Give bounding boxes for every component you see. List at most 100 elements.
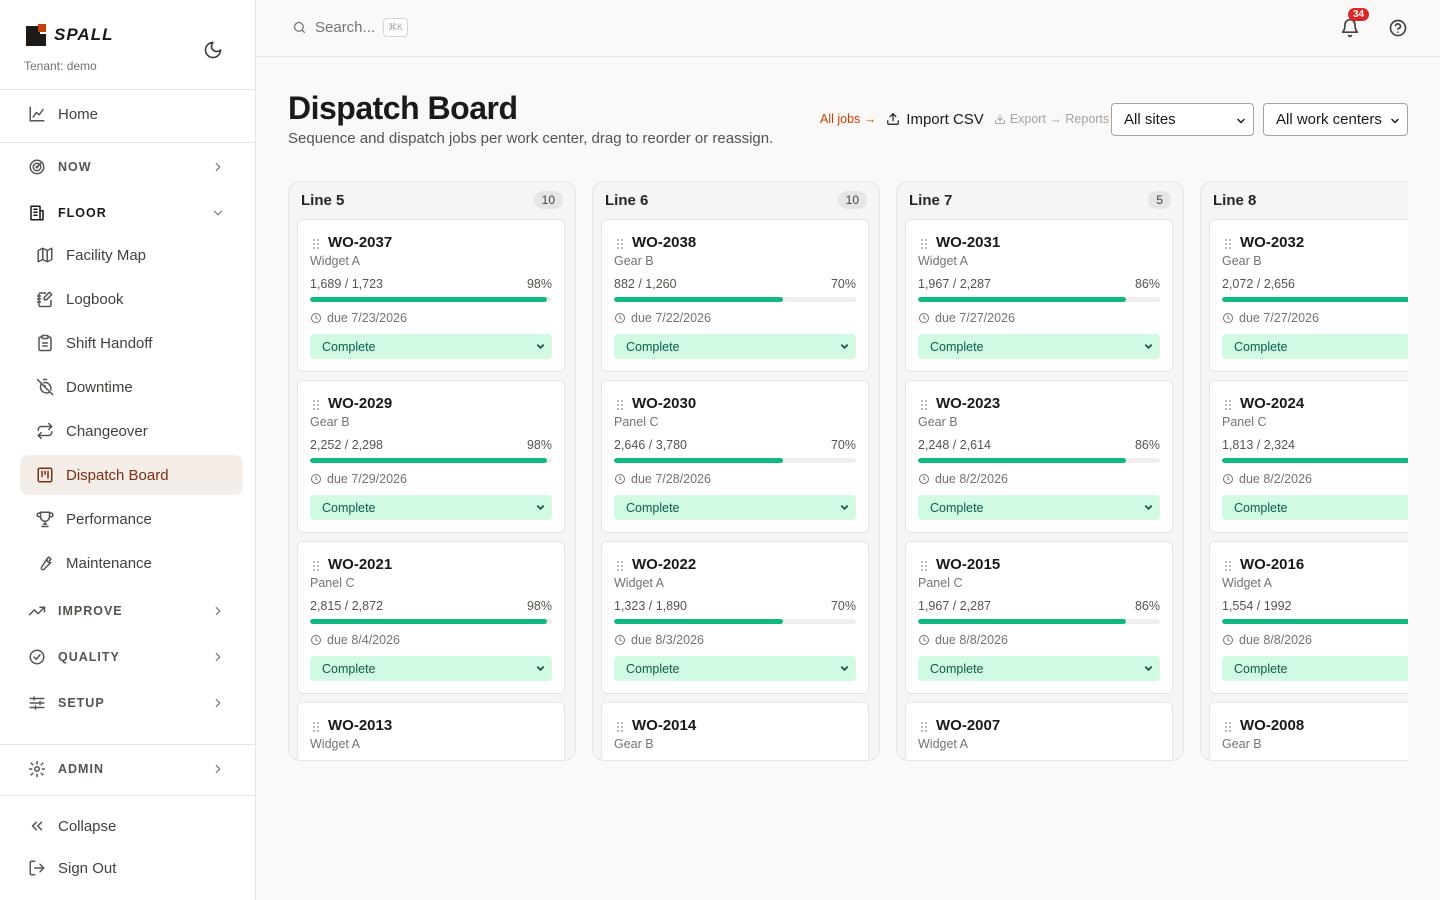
work-order-card[interactable]: WO-2015 Panel C 1,967 / 2,287 86% due 8/8/20… (905, 541, 1173, 694)
drag-handle-icon[interactable] (1224, 399, 1232, 411)
work-order-card[interactable]: WO-2037 Widget A 1,689 / 1,723 98% due 7/23/… (297, 219, 565, 372)
status-select[interactable]: Complete (614, 495, 856, 520)
drag-handle-icon[interactable] (920, 560, 928, 572)
sign-out-button[interactable]: Sign Out (20, 848, 243, 888)
download-icon (994, 113, 1006, 125)
sidebar-item-maintenance[interactable]: Maintenance (20, 543, 243, 583)
work-order-card[interactable]: WO-2007 Widget A (905, 702, 1173, 760)
section-label: IMPROVE (58, 604, 123, 618)
bell-icon[interactable] (1340, 18, 1360, 38)
repeat-icon (36, 422, 54, 440)
status-select[interactable]: Complete (1222, 334, 1408, 359)
logo-mark-icon (26, 24, 48, 46)
work-order-card[interactable]: WO-2022 Widget A 1,323 / 1,890 70% due 8/3/2… (601, 541, 869, 694)
status-select[interactable]: Complete (310, 656, 552, 681)
work-order-id: WO-2015 (936, 556, 1001, 573)
sidebar-item-logbook[interactable]: Logbook (20, 279, 243, 319)
sidebar-section-setup[interactable]: SETUP (20, 683, 243, 723)
part-name: Panel C (614, 415, 659, 429)
import-csv-button[interactable]: Import CSV (886, 111, 984, 128)
work-order-card[interactable]: WO-2013 Widget A (297, 702, 565, 760)
drag-handle-icon[interactable] (312, 560, 320, 572)
due-date-text: due 8/8/2026 (935, 633, 1008, 647)
site-filter-select[interactable]: All sites (1111, 103, 1254, 136)
drag-handle-icon[interactable] (616, 560, 624, 572)
drag-handle-icon[interactable] (920, 399, 928, 411)
sidebar-item-label: Dispatch Board (66, 466, 169, 484)
sidebar-section-improve[interactable]: IMPROVE (20, 591, 243, 631)
log-out-icon (28, 859, 46, 877)
board-column[interactable]: Line 5 10 WO-2037 Widget A 1,689 / 1,723 98% d… (288, 181, 576, 761)
status-select[interactable]: Complete (310, 495, 552, 520)
sidebar-section-now[interactable]: NOW (20, 147, 243, 187)
work-order-id: WO-2023 (936, 395, 1001, 412)
sidebar-item-shift-handoff[interactable]: Shift Handoff (20, 323, 243, 363)
work-order-card[interactable]: WO-2038 Gear B 882 / 1,260 70% due 7/22/2026… (601, 219, 869, 372)
drag-handle-icon[interactable] (616, 399, 624, 411)
work-order-card[interactable]: WO-2029 Gear B 2,252 / 2,298 98% due 7/29/20… (297, 380, 565, 533)
drag-handle-icon[interactable] (312, 399, 320, 411)
drag-handle-icon[interactable] (1224, 721, 1232, 733)
column-title: Line 6 (605, 192, 649, 209)
progress-bar-fill (310, 619, 548, 624)
percent-complete: 86% (1134, 599, 1160, 613)
status-select[interactable]: Complete (614, 334, 856, 359)
drag-handle-icon[interactable] (616, 721, 624, 733)
sidebar-item-dispatch-board[interactable]: Dispatch Board (20, 455, 243, 495)
drag-handle-icon[interactable] (1224, 560, 1232, 572)
work-order-card[interactable]: WO-2031 Widget A 1,967 / 2,287 86% due 7/27/… (905, 219, 1173, 372)
status-select[interactable]: Complete (614, 656, 856, 681)
clipboard-icon (36, 334, 54, 352)
sidebar-item-label: Shift Handoff (66, 334, 153, 352)
sidebar-item-facility-map[interactable]: Facility Map (20, 235, 243, 275)
theme-toggle-moon-icon[interactable] (203, 40, 223, 60)
work-order-card[interactable]: WO-2023 Gear B 2,248 / 2,614 86% due 8/2/202… (905, 380, 1173, 533)
progress-bar-fill (310, 458, 548, 463)
brand-logo[interactable]: SPALL (26, 24, 113, 46)
status-select[interactable]: Complete (918, 656, 1160, 681)
drag-handle-icon[interactable] (312, 721, 320, 733)
search-input[interactable]: Search... ⌘K (292, 18, 409, 37)
notification-count-badge: 34 (1348, 8, 1370, 21)
work-order-card[interactable]: WO-2030 Panel C 2,646 / 3,780 70% due 7/28/2… (601, 380, 869, 533)
status-select[interactable]: Complete (1222, 495, 1408, 520)
work-center-filter-select[interactable]: All work centers (1263, 103, 1408, 136)
quantity-progress-text: 1,967 / 2,287 (918, 277, 991, 291)
column-title: Line 7 (909, 192, 953, 209)
collapse-sidebar-button[interactable]: Collapse (20, 806, 243, 846)
work-order-card[interactable]: WO-2014 Gear B (601, 702, 869, 760)
sidebar-item-label: Facility Map (66, 246, 147, 264)
board-column[interactable]: Line 6 10 WO-2038 Gear B 882 / 1,260 70% due 7… (592, 181, 880, 761)
status-select[interactable]: Complete (918, 495, 1160, 520)
all-jobs-link[interactable]: All jobs → (820, 112, 877, 126)
board-column[interactable]: Line 7 5 WO-2031 Widget A 1,967 / 2,287 86% du… (896, 181, 1184, 761)
status-select[interactable]: Complete (918, 334, 1160, 359)
export-reports-link[interactable]: Export → Reports (994, 112, 1109, 126)
sidebar-item-performance[interactable]: Performance (20, 499, 243, 539)
sidebar-item-changeover[interactable]: Changeover (20, 411, 243, 451)
sidebar-section-quality[interactable]: QUALITY (20, 637, 243, 677)
status-select[interactable]: Complete (310, 334, 552, 359)
sidebar-item-downtime[interactable]: Downtime (20, 367, 243, 407)
status-value: Complete (626, 339, 680, 354)
status-value: Complete (1234, 500, 1288, 515)
work-order-card[interactable]: WO-2021 Panel C 2,815 / 2,872 98% due 8/4/20… (297, 541, 565, 694)
drag-handle-icon[interactable] (920, 238, 928, 250)
part-name: Gear B (310, 415, 350, 429)
sidebar-section-admin[interactable]: ADMIN (20, 749, 243, 789)
drag-handle-icon[interactable] (1224, 238, 1232, 250)
drag-handle-icon[interactable] (616, 238, 624, 250)
percent-complete: 70% (830, 277, 856, 291)
work-order-card[interactable]: WO-2008 Gear B (1209, 702, 1408, 760)
status-value: Complete (1234, 339, 1288, 354)
sidebar-item-home[interactable]: Home (20, 94, 243, 134)
status-select[interactable]: Complete (1222, 656, 1408, 681)
sidebar-section-floor[interactable]: FLOOR (20, 193, 243, 233)
drag-handle-icon[interactable] (312, 238, 320, 250)
help-circle-icon[interactable] (1388, 18, 1408, 38)
drag-handle-icon[interactable] (920, 721, 928, 733)
